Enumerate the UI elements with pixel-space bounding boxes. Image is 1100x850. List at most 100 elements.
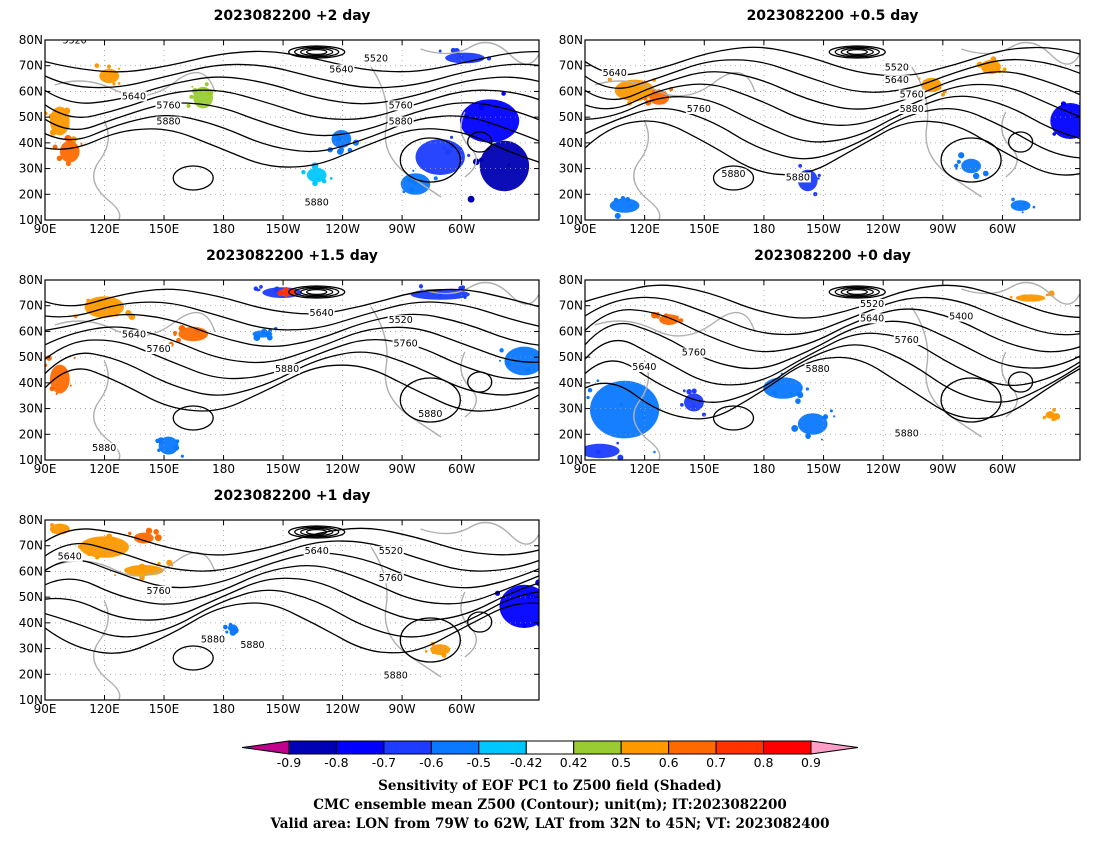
sensitivity-speckle — [515, 148, 519, 151]
sensitivity-speckle — [45, 111, 48, 116]
sensitivity-speckle — [463, 296, 467, 300]
z500-closed-contour — [467, 371, 493, 393]
contour-label-bg — [91, 443, 118, 453]
contour-label: 5760 — [147, 586, 171, 597]
sensitivity-shading — [1010, 200, 1031, 212]
contour-label-bg — [303, 546, 330, 557]
colorbar-tick-label: 0.5 — [611, 755, 631, 770]
sensitivity-speckle — [154, 534, 162, 542]
y-tick-label: 30N — [559, 162, 583, 176]
colorbar-tick-label: -0.42 — [510, 755, 542, 770]
z500-closed-contour — [172, 165, 214, 191]
sensitivity-speckle — [678, 318, 684, 323]
contour-label-bg — [898, 104, 925, 114]
sensitivity-speckle — [138, 563, 146, 571]
sensitivity-speckle — [686, 389, 692, 395]
z500-contour — [585, 46, 1080, 77]
panel-4: 2023082200 +0 day 5520 5640 5400 5760 5760 564… — [559, 248, 1081, 476]
sensitivity-speckle — [701, 412, 707, 417]
sensitivity-shading — [797, 413, 828, 435]
sensitivity-speckle — [321, 178, 327, 184]
contour-label: 5520 — [364, 54, 388, 65]
colorbar-box — [573, 740, 622, 755]
sensitivity-speckle — [614, 212, 621, 219]
sensitivity-speckle — [1052, 132, 1056, 136]
z500-contour — [585, 107, 1080, 160]
y-tick-label: 40N — [559, 376, 583, 390]
sensitivity-speckle — [796, 391, 804, 399]
sensitivity-speckle — [285, 290, 289, 294]
y-tick-label: 80N — [19, 513, 43, 527]
x-tick-label: 150E — [149, 222, 180, 236]
x-tick-label: 120W — [866, 222, 901, 236]
panel-title: 2023082200 +1.5 day — [206, 248, 378, 264]
y-tick-label: 80N — [19, 273, 43, 287]
sensitivity-speckle — [189, 94, 194, 99]
sensitivity-speckle — [630, 204, 634, 207]
sensitivity-speckle — [501, 91, 506, 96]
sensitivity-speckle — [682, 389, 686, 393]
y-tick-label: 70N — [19, 59, 43, 73]
sensitivity-speckle — [620, 195, 626, 201]
sensitivity-speckle — [316, 176, 321, 181]
sensitivity-speckle — [125, 310, 132, 317]
sensitivity-speckle — [805, 387, 809, 391]
sensitivity-speckle — [411, 180, 415, 184]
sensitivity-speckle — [229, 628, 237, 636]
z500-closed-contour — [940, 377, 1002, 423]
sensitivity-speckle — [479, 157, 484, 163]
sensitivity-speckle — [58, 524, 61, 527]
contour-label: 5760 — [389, 100, 413, 111]
sensitivity-speckle — [1024, 207, 1028, 210]
z500-closed-contour — [940, 137, 1002, 183]
sensitivity-speckle — [995, 65, 1001, 70]
sensitivity-speckle — [259, 285, 263, 289]
sensitivity-speckle — [86, 298, 91, 303]
y-tick-label: 80N — [19, 33, 43, 47]
sensitivity-speckle — [86, 551, 92, 556]
contour-label-bg — [387, 100, 414, 111]
panel-frame — [584, 39, 1081, 221]
z500-closed-contour — [712, 165, 755, 191]
z500-contour — [45, 564, 539, 605]
contour-label-bg — [199, 634, 226, 645]
sensitivity-speckle — [568, 442, 573, 447]
sensitivity-speckle — [1047, 411, 1054, 418]
x-tick-label: 90W — [929, 222, 956, 236]
y-tick-label: 70N — [559, 299, 583, 313]
contour-label: 5880 — [389, 117, 413, 128]
contour-label-bg — [883, 75, 910, 86]
z500-closed-contour — [846, 48, 868, 56]
coastline — [92, 120, 121, 220]
contour-label: 5880 — [156, 117, 180, 128]
y-tick-label: 60N — [559, 84, 583, 98]
sensitivity-shading — [589, 380, 660, 439]
sensitivity-speckle — [499, 348, 504, 353]
contour-label: 5880 — [240, 640, 264, 651]
y-tick-label: 40N — [19, 376, 43, 390]
z500-closed-contour — [306, 288, 328, 296]
x-tick-label: 90W — [389, 462, 416, 476]
sensitivity-speckle — [114, 574, 117, 577]
colorbar-box — [383, 740, 432, 755]
sensitivity-speckle — [586, 395, 590, 400]
sensitivity-speckle — [55, 392, 58, 395]
sensitivity-speckle — [112, 82, 116, 86]
y-tick-label: 20N — [19, 667, 43, 681]
sensitivity-speckle — [117, 67, 121, 70]
sensitivity-speckle — [312, 180, 318, 187]
panel-frame — [44, 279, 540, 461]
sensitivity-speckle — [1013, 206, 1017, 209]
sensitivity-speckle — [1092, 124, 1096, 128]
z500-contour — [45, 540, 539, 572]
colorbar-tick-label: -0.5 — [467, 755, 491, 770]
sensitivity-speckle — [56, 155, 63, 162]
z500-closed-contour — [294, 286, 340, 298]
z500-closed-contour — [1007, 131, 1034, 153]
z500-contour — [585, 58, 1080, 93]
x-tick-label: 90E — [574, 222, 597, 236]
y-tick-label: 30N — [19, 162, 43, 176]
sensitivity-speckle — [1051, 418, 1055, 422]
contour-label-bg — [120, 329, 147, 340]
